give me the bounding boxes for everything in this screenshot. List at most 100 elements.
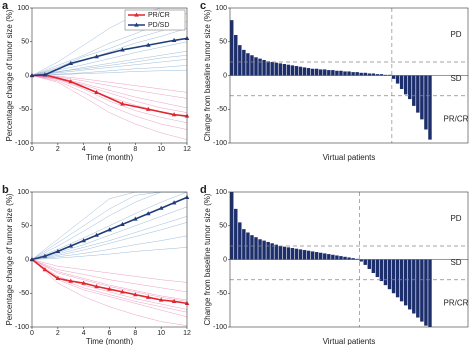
bar	[339, 256, 343, 260]
trajectory	[32, 75, 187, 113]
bar	[310, 251, 315, 260]
marker	[94, 54, 99, 59]
x-tick-label: 0	[30, 330, 34, 337]
bar	[395, 75, 400, 84]
trajectory	[32, 75, 187, 140]
x-tick-label: 10	[157, 330, 165, 337]
marker	[120, 221, 125, 226]
trajectory	[32, 192, 187, 260]
bar	[351, 258, 355, 260]
bar	[424, 259, 428, 326]
bar	[238, 222, 242, 260]
bar	[387, 74, 392, 76]
y-tick-label: -100	[15, 140, 29, 147]
bar	[327, 70, 331, 76]
bar	[335, 255, 339, 260]
y-tick-label: 100	[17, 189, 29, 196]
bar	[278, 63, 282, 76]
bar	[246, 53, 250, 76]
region-label: PD	[450, 30, 461, 39]
y-axis-label: Percentage change of tumor size (%)	[5, 193, 14, 325]
bar	[298, 249, 303, 260]
x-tick-label: 4	[82, 146, 86, 153]
bar	[408, 75, 412, 100]
region-label: SD	[450, 258, 461, 267]
bar	[310, 68, 315, 76]
bar	[250, 235, 254, 260]
y-axis-label: Percentage change of tumor size (%)	[5, 9, 14, 141]
bar	[347, 257, 351, 260]
bar	[290, 65, 295, 76]
panel-label: a	[2, 0, 9, 12]
bar	[234, 208, 238, 260]
bar	[428, 75, 432, 140]
bar	[387, 259, 392, 290]
trajectory	[32, 235, 187, 260]
x-tick-label: 8	[133, 330, 137, 337]
x-tick-label: 2	[56, 330, 60, 337]
bar	[238, 45, 242, 76]
bar	[323, 69, 327, 76]
bar	[270, 62, 274, 76]
marker	[68, 243, 74, 248]
trajectory	[32, 50, 187, 76]
marker	[145, 294, 151, 299]
y-tick-label: 0	[223, 72, 227, 79]
bar	[242, 49, 246, 76]
marker	[158, 205, 164, 210]
x-tick-label: 12	[183, 330, 191, 337]
marker	[133, 216, 138, 221]
trajectory	[32, 247, 187, 260]
x-axis-label: Time (month)	[86, 337, 134, 345]
marker	[133, 292, 138, 297]
bar	[412, 75, 416, 106]
x-tick-label: 10	[157, 146, 165, 153]
legend-label: PD/SD	[148, 22, 169, 29]
marker	[68, 79, 74, 84]
y-tick-label: -50	[19, 290, 29, 297]
trajectory	[32, 75, 187, 99]
y-axis-label: Change from baseline tumor size (%)	[203, 9, 212, 141]
plot-frame	[31, 191, 188, 328]
bar	[282, 246, 287, 260]
x-tick-label: 8	[133, 146, 137, 153]
bar	[391, 259, 396, 294]
bar	[347, 71, 351, 76]
y-tick-label: -50	[217, 290, 227, 297]
trajectory	[32, 216, 187, 260]
bar	[323, 253, 327, 260]
marker	[107, 286, 112, 291]
y-tick-label: -50	[19, 106, 29, 113]
bar	[302, 250, 307, 260]
y-tick-label: 100	[215, 5, 227, 12]
bar	[258, 239, 262, 260]
bar	[416, 75, 420, 113]
y-tick-label: 0	[25, 256, 29, 263]
marker	[94, 89, 99, 94]
marker	[145, 106, 151, 111]
y-tick-label: 50	[21, 223, 29, 230]
trajectory	[32, 55, 187, 76]
bar	[254, 57, 258, 76]
panel-label: b	[2, 184, 9, 196]
plot-frame	[229, 7, 469, 144]
y-tick-label: 50	[219, 223, 227, 230]
bar	[391, 75, 396, 79]
bar	[274, 244, 278, 260]
bar	[266, 61, 270, 76]
marker	[120, 289, 125, 294]
marker	[94, 232, 99, 237]
bar	[282, 64, 287, 76]
trajectory	[32, 59, 187, 76]
y-tick-label: 50	[21, 39, 29, 46]
bar	[335, 70, 339, 76]
bar	[375, 74, 380, 76]
bar	[339, 70, 343, 76]
bar	[331, 70, 335, 76]
marker	[171, 37, 177, 42]
marker	[171, 112, 177, 117]
bar	[314, 68, 319, 76]
region-label: PR/CR	[444, 114, 469, 123]
marker	[94, 284, 99, 289]
